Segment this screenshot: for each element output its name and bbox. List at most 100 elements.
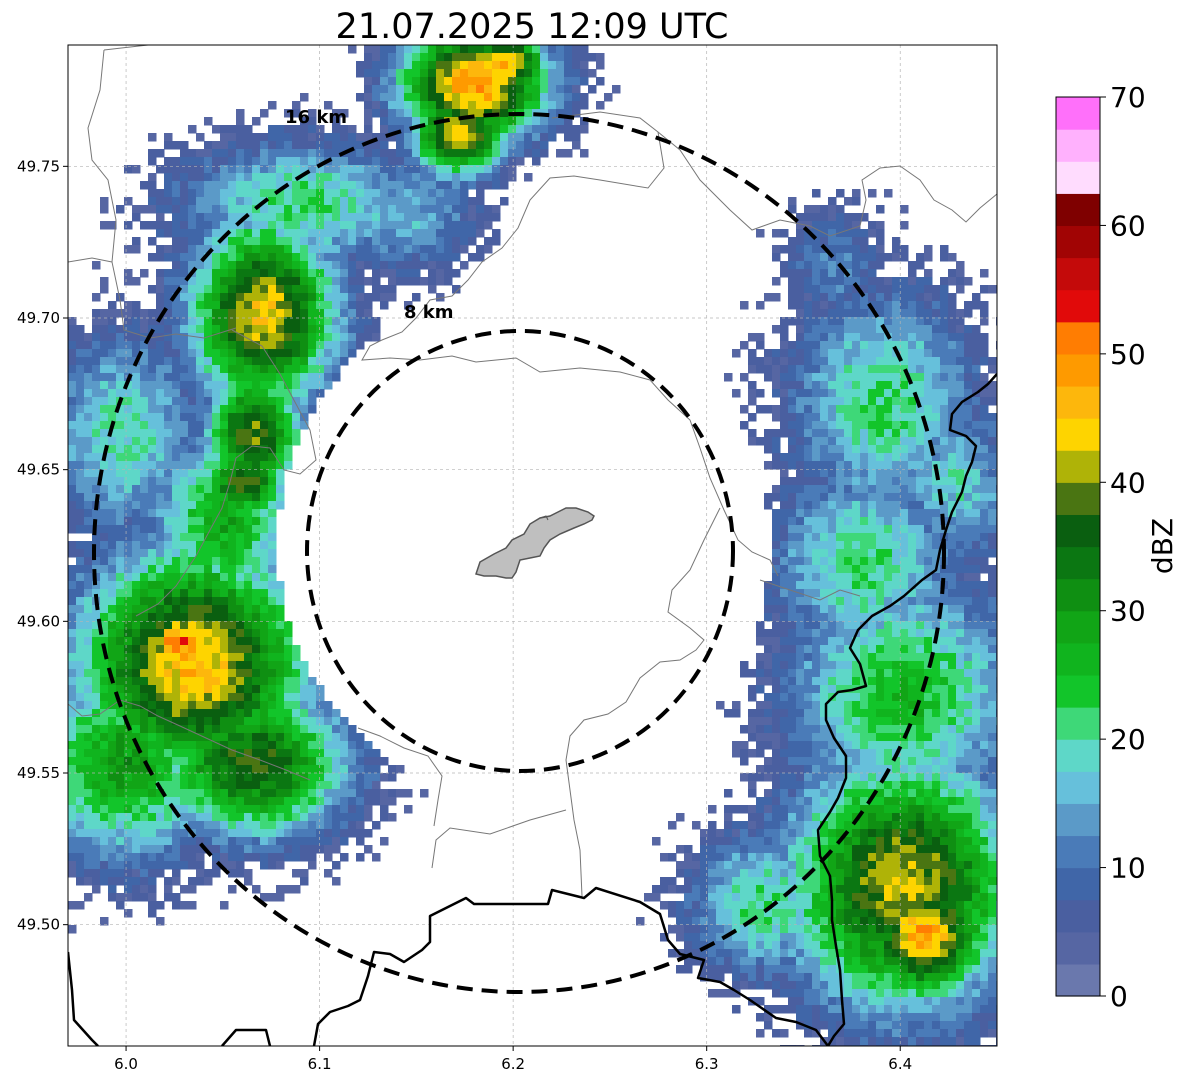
radar-cell bbox=[468, 141, 477, 150]
radar-cell bbox=[276, 597, 285, 606]
radar-cell bbox=[308, 717, 317, 726]
radar-cell bbox=[972, 589, 981, 598]
radar-cell bbox=[460, 45, 469, 54]
radar-cell bbox=[236, 565, 245, 574]
radar-cell bbox=[76, 557, 85, 566]
radar-cell bbox=[924, 269, 933, 278]
radar-cell bbox=[148, 765, 157, 774]
radar-cell bbox=[140, 341, 149, 350]
radar-cell bbox=[420, 173, 429, 182]
radar-cell bbox=[284, 301, 293, 310]
radar-cell bbox=[108, 541, 117, 550]
radar-cell bbox=[68, 605, 77, 614]
radar-cell bbox=[908, 285, 917, 294]
radar-cell bbox=[908, 525, 917, 534]
radar-cell bbox=[204, 469, 213, 478]
radar-cell bbox=[564, 45, 573, 54]
radar-cell bbox=[884, 717, 893, 726]
radar-cell bbox=[84, 365, 93, 374]
radar-cell bbox=[220, 541, 229, 550]
radar-cell bbox=[324, 725, 333, 734]
radar-cell bbox=[204, 149, 213, 158]
radar-cell bbox=[92, 421, 101, 430]
radar-cell bbox=[852, 293, 861, 302]
radar-cell bbox=[284, 157, 293, 166]
radar-cell bbox=[908, 749, 917, 758]
radar-cell bbox=[796, 261, 805, 270]
radar-cell bbox=[844, 293, 853, 302]
radar-cell bbox=[860, 229, 869, 238]
radar-cell bbox=[876, 309, 885, 318]
radar-cell bbox=[172, 461, 181, 470]
radar-cell bbox=[236, 589, 245, 598]
radar-cell bbox=[908, 685, 917, 694]
radar-cell bbox=[172, 317, 181, 326]
radar-cell bbox=[796, 549, 805, 558]
radar-cell bbox=[876, 301, 885, 310]
radar-cell bbox=[308, 205, 317, 214]
radar-cell bbox=[420, 133, 429, 142]
radar-cell bbox=[68, 493, 77, 502]
radar-cell bbox=[796, 709, 805, 718]
radar-cell bbox=[916, 629, 925, 638]
radar-cell bbox=[380, 261, 389, 270]
radar-cell bbox=[900, 517, 909, 526]
radar-cell bbox=[300, 141, 309, 150]
radar-cell bbox=[300, 197, 309, 206]
radar-cell bbox=[172, 493, 181, 502]
radar-cell bbox=[204, 221, 213, 230]
radar-cell bbox=[812, 293, 821, 302]
radar-cell bbox=[780, 317, 789, 326]
radar-cell bbox=[76, 645, 85, 654]
radar-cell bbox=[300, 397, 309, 406]
radar-cell bbox=[308, 237, 317, 246]
radar-cell bbox=[892, 629, 901, 638]
radar-cell bbox=[308, 693, 317, 702]
radar-cell bbox=[228, 205, 237, 214]
radar-cell bbox=[500, 117, 509, 126]
radar-cell bbox=[556, 45, 565, 54]
radar-cell bbox=[444, 157, 453, 166]
radar-cell bbox=[284, 277, 293, 286]
radar-cell bbox=[764, 733, 773, 742]
radar-cell bbox=[68, 469, 77, 478]
radar-cell bbox=[196, 221, 205, 230]
radar-cell bbox=[76, 757, 85, 766]
radar-cell bbox=[396, 101, 405, 110]
radar-cell bbox=[884, 621, 893, 630]
radar-cell bbox=[156, 333, 165, 342]
radar-cell bbox=[916, 389, 925, 398]
radar-cell bbox=[284, 693, 293, 702]
radar-cell bbox=[804, 285, 813, 294]
radar-cell bbox=[412, 133, 421, 142]
radar-cell bbox=[260, 109, 269, 118]
radar-cell bbox=[812, 725, 821, 734]
radar-cell bbox=[276, 293, 285, 302]
radar-cell bbox=[436, 165, 445, 174]
radar-cell bbox=[132, 437, 141, 446]
radar-cell bbox=[220, 437, 229, 446]
radar-cell bbox=[460, 189, 469, 198]
radar-cell bbox=[156, 269, 165, 278]
radar-cell bbox=[788, 365, 797, 374]
radar-cell bbox=[892, 573, 901, 582]
radar-cell bbox=[308, 133, 317, 142]
radar-cell bbox=[228, 549, 237, 558]
radar-cell bbox=[804, 677, 813, 686]
radar-cell bbox=[308, 173, 317, 182]
radar-cell bbox=[780, 365, 789, 374]
radar-cell bbox=[156, 621, 165, 630]
radar-cell bbox=[276, 437, 285, 446]
radar-cell bbox=[396, 45, 405, 54]
radar-cell bbox=[228, 389, 237, 398]
radar-cell bbox=[228, 429, 237, 438]
radar-cell bbox=[556, 125, 565, 134]
radar-cell bbox=[916, 597, 925, 606]
radar-cell bbox=[260, 557, 269, 566]
radar-cell bbox=[124, 573, 133, 582]
radar-cell bbox=[180, 501, 189, 510]
radar-cell bbox=[892, 389, 901, 398]
radar-cell bbox=[892, 421, 901, 430]
radar-cell bbox=[796, 733, 805, 742]
radar-cell bbox=[180, 253, 189, 262]
